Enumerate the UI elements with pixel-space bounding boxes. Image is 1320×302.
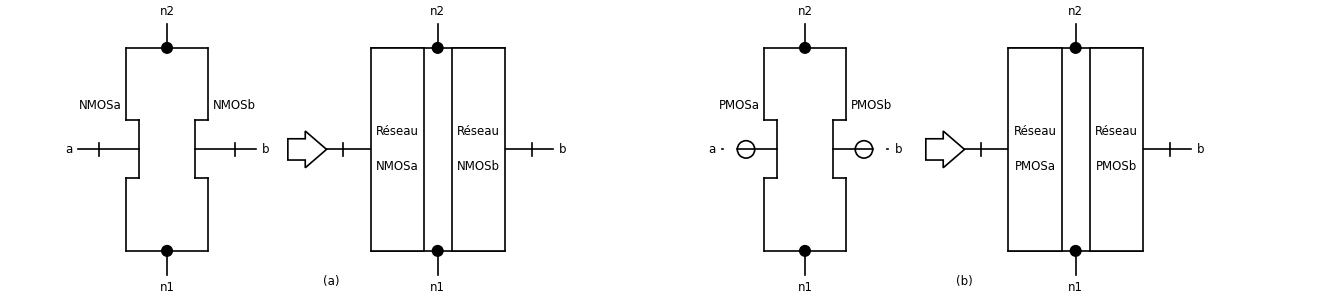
Text: n1: n1	[797, 281, 813, 294]
Circle shape	[800, 43, 810, 53]
Bar	[1008, 48, 1061, 251]
Text: a: a	[65, 143, 73, 156]
Bar	[451, 48, 504, 251]
Text: (a): (a)	[323, 275, 339, 288]
Text: n2: n2	[430, 5, 445, 18]
Text: PMOSb: PMOSb	[850, 99, 892, 112]
Polygon shape	[925, 131, 965, 168]
Bar	[1089, 48, 1143, 251]
Bar	[371, 48, 424, 251]
Text: n1: n1	[1068, 281, 1084, 294]
Text: n1: n1	[430, 281, 445, 294]
Text: NMOSb: NMOSb	[457, 160, 500, 173]
Circle shape	[800, 246, 810, 256]
Text: PMOSb: PMOSb	[1096, 160, 1137, 173]
Polygon shape	[288, 131, 326, 168]
Circle shape	[1071, 43, 1081, 53]
Text: b: b	[261, 143, 269, 156]
Circle shape	[162, 43, 173, 53]
Circle shape	[433, 246, 444, 256]
Text: PMOSa: PMOSa	[1015, 160, 1056, 173]
Text: a: a	[708, 143, 715, 156]
Text: PMOSa: PMOSa	[718, 99, 759, 112]
Text: n1: n1	[160, 281, 174, 294]
Text: (b): (b)	[956, 275, 973, 288]
Text: a: a	[946, 143, 954, 156]
Text: n2: n2	[797, 5, 813, 18]
Text: b: b	[1197, 143, 1204, 156]
Text: Réseau: Réseau	[457, 126, 500, 139]
Text: Réseau: Réseau	[376, 126, 418, 139]
Text: b: b	[895, 143, 903, 156]
Text: Réseau: Réseau	[1014, 126, 1056, 139]
Text: a: a	[309, 143, 317, 156]
Text: NMOSb: NMOSb	[213, 99, 256, 112]
Text: NMOSa: NMOSa	[376, 160, 418, 173]
Circle shape	[433, 43, 444, 53]
Text: n2: n2	[160, 5, 174, 18]
Text: NMOSa: NMOSa	[79, 99, 121, 112]
Text: Réseau: Réseau	[1094, 126, 1138, 139]
Text: n2: n2	[1068, 5, 1084, 18]
Text: b: b	[558, 143, 566, 156]
Circle shape	[162, 246, 173, 256]
Circle shape	[1071, 246, 1081, 256]
